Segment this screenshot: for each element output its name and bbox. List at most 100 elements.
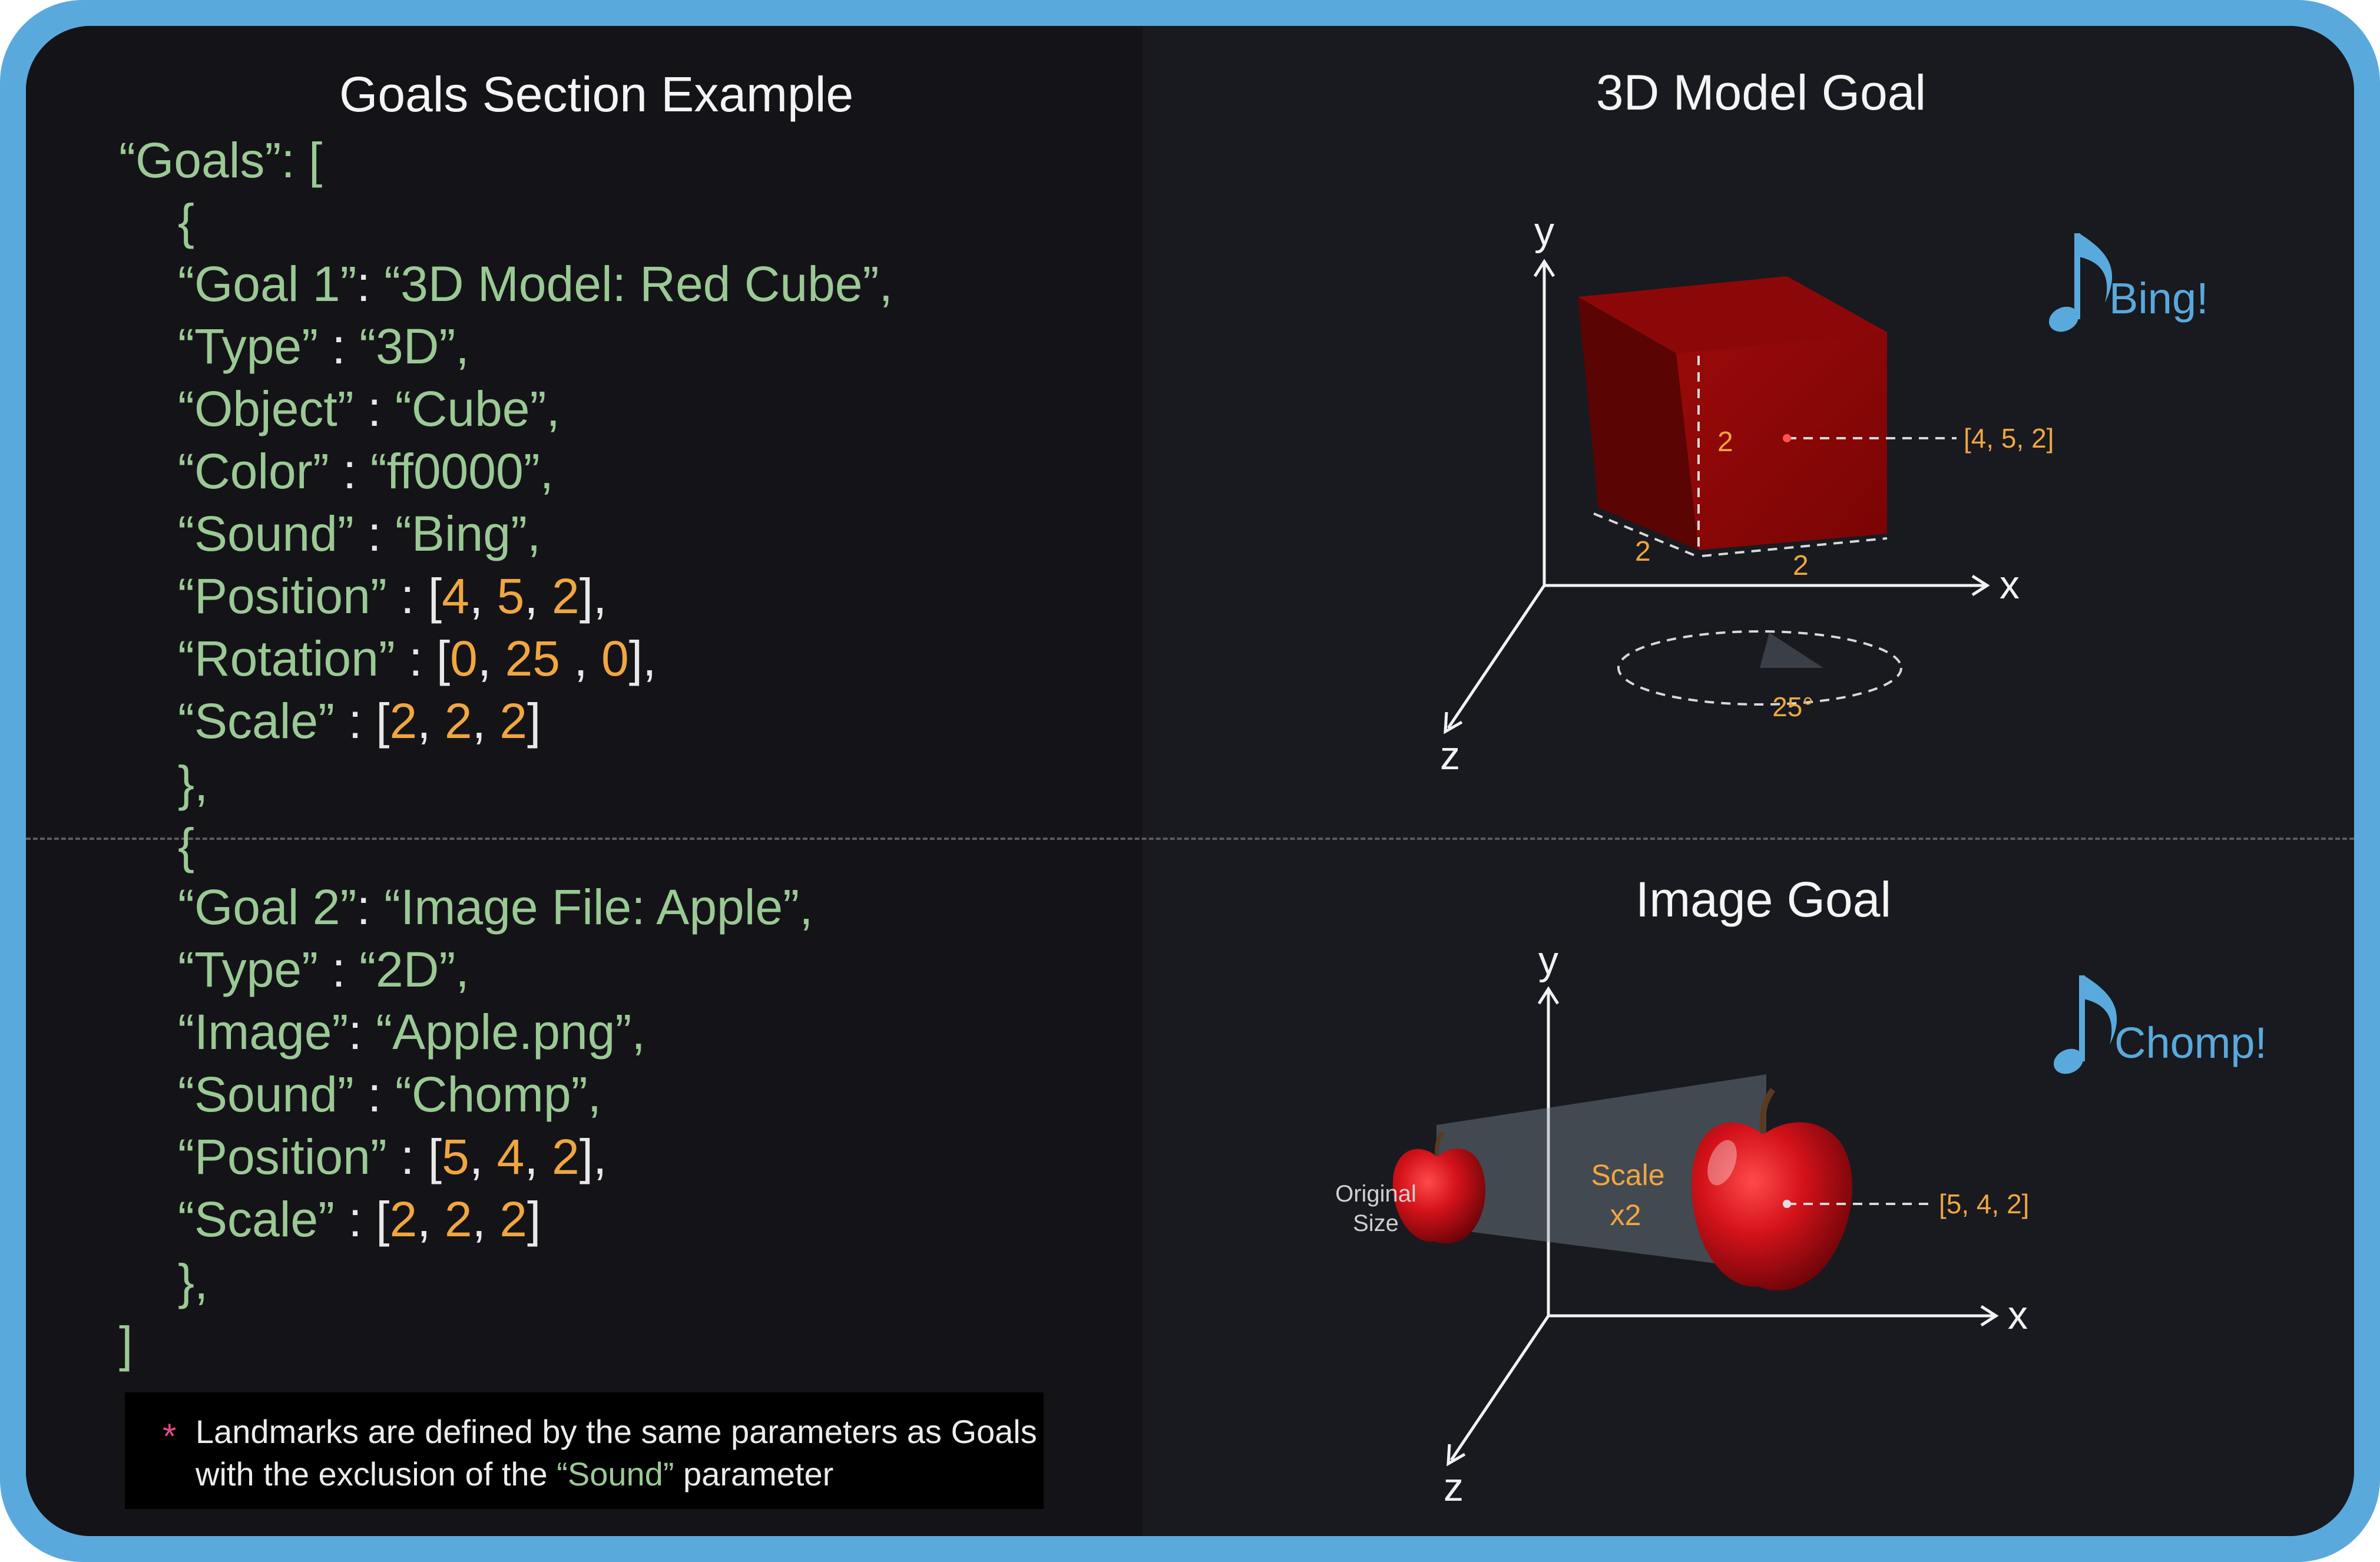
code-value: “2D”,	[359, 942, 469, 997]
code-goal2-type: “Type” : “2D”,	[178, 942, 469, 997]
scale-label-2: x2	[1610, 1199, 1641, 1232]
cube-front-face	[1676, 332, 1887, 550]
code-key: “Goal 1”	[178, 256, 357, 312]
code-open-brace-1: {	[178, 194, 195, 249]
landmarks-note: * Landmarks are defined by the same para…	[125, 1392, 1044, 1509]
code-key: “Position”	[178, 568, 387, 624]
scale-label-1: Scale	[1591, 1159, 1664, 1192]
code-goal1-scale: “Scale” : [2, 2, 2]	[178, 693, 541, 749]
code-number: 2	[499, 693, 527, 749]
code-key: “Image”	[178, 1004, 349, 1060]
code-value: “3D”,	[359, 319, 469, 374]
cube-top-face	[1578, 276, 1887, 353]
code-value: “Cube”,	[395, 381, 560, 436]
code-goal1-rotation: “Rotation” : [0, 25 , 0],	[178, 631, 657, 686]
code-key: “Goal 2”	[178, 879, 357, 935]
model-z-label: z	[1440, 733, 1460, 778]
code-number: 2	[444, 693, 472, 749]
code-open-goals: “Goals”: [	[119, 133, 323, 188]
model-y-arrow	[1533, 259, 1555, 277]
code-open-brace-2: {	[178, 818, 195, 873]
cube-position-label: [4, 5, 2]	[1964, 423, 2054, 454]
apple-position-label: [5, 4, 2]	[1939, 1189, 2029, 1219]
code-key: “Sound”	[178, 506, 354, 561]
model-axes	[1444, 259, 1990, 734]
scale-projection	[1436, 1074, 1766, 1270]
image-goal-title: Image Goal	[1636, 872, 1891, 927]
code-number: 5	[496, 568, 525, 624]
code-goal1-position: “Position” : [4, 5, 2],	[178, 568, 607, 624]
image-z-arrow	[1446, 1444, 1466, 1467]
section-divider	[26, 838, 2354, 840]
code-close-goals: ]	[119, 1316, 133, 1372]
code-number: 2	[444, 1192, 472, 1247]
apple-center-point	[1783, 1200, 1791, 1208]
code-goal1-object: “Object” : “Cube”,	[178, 381, 560, 436]
code-close-brace-1: },	[178, 756, 208, 811]
cube-left-face	[1578, 297, 1699, 550]
code-goal1-color: “Color” : “ff0000”,	[178, 444, 554, 499]
code-value: “3D Model: Red Cube”,	[384, 256, 893, 312]
code-close-brace-2: },	[178, 1254, 208, 1309]
code-number: 0	[601, 631, 629, 686]
cube-center-point	[1783, 434, 1791, 442]
sound-param-label: “Sound”	[557, 1455, 674, 1492]
code-key: “Position”	[178, 1129, 387, 1184]
asterisk-icon: *	[163, 1417, 177, 1456]
code-key: “Object”	[178, 381, 354, 436]
code-goal1-type: “Type” : “3D”,	[178, 319, 469, 374]
original-size-label-1: Original	[1335, 1181, 1416, 1207]
model-z-arrow	[1444, 711, 1463, 734]
image-y-label: y	[1538, 938, 1558, 983]
code-number: 2	[551, 1129, 580, 1184]
code-goal1-sound: “Sound” : “Bing”,	[178, 506, 541, 561]
original-size-label-2: Size	[1353, 1210, 1399, 1236]
code-number: 2	[551, 568, 580, 624]
cube-dimensions	[1593, 356, 1957, 557]
apple-icon	[1392, 1130, 1486, 1244]
apple-icon	[1692, 1088, 1853, 1291]
red-cube	[1578, 276, 1887, 550]
image-z-label: z	[1444, 1465, 1464, 1510]
code-number: 2	[389, 1192, 418, 1247]
code-number: 4	[496, 1129, 525, 1184]
note-line-2: with the exclusion of the “Sound” parame…	[196, 1455, 834, 1492]
code-goal2-scale: “Scale” : [2, 2, 2]	[178, 1192, 541, 1247]
code-number: 25	[505, 631, 561, 686]
goals-section-title: Goals Section Example	[339, 67, 854, 122]
code-number: 4	[442, 568, 469, 624]
model-x-label: x	[2000, 562, 2020, 607]
model-x-arrow	[1971, 574, 1990, 597]
image-x-arrow	[1980, 1305, 1999, 1327]
rotation-wedge	[1760, 633, 1823, 668]
code-value: “Apple.png”,	[376, 1004, 646, 1060]
rotation-ellipse	[1617, 630, 1902, 706]
image-axes	[1446, 986, 1999, 1467]
code-value: “Bing”,	[395, 506, 541, 561]
code-value: “ff0000”,	[370, 444, 554, 499]
image-y-arrow	[1537, 986, 1560, 1005]
code-goal2-sound: “Sound” : “Chomp”,	[178, 1067, 601, 1122]
code-key: “Type”	[178, 942, 319, 997]
code-number: 2	[389, 693, 418, 749]
rotation-angle-label: 25°	[1772, 691, 1813, 722]
cube-depth-label: 2	[1635, 536, 1651, 567]
model-y-label: y	[1534, 209, 1554, 254]
image-sound-label: Chomp!	[2114, 1018, 2267, 1067]
music-note-icon	[2048, 233, 2113, 332]
code-number: 0	[450, 631, 478, 686]
code-goal2-image: “Image”: “Apple.png”,	[178, 1004, 646, 1060]
code-value: “Chomp”,	[395, 1067, 601, 1122]
cube-width-label: 2	[1793, 550, 1809, 581]
cube-height-label: 2	[1717, 426, 1733, 458]
note-line-1: Landmarks are defined by the same parame…	[196, 1413, 1037, 1450]
code-key: “Sound”	[178, 1067, 354, 1122]
code-goal2-position: “Position” : [5, 4, 2],	[178, 1129, 607, 1184]
code-key: “Color”	[178, 444, 329, 499]
code-key: “Type”	[178, 319, 319, 374]
code-number: 2	[499, 1192, 527, 1247]
code-key: “Scale”	[178, 693, 335, 749]
code-goal2-name: “Goal 2”: “Image File: Apple”,	[178, 879, 813, 935]
code-goal1-name: “Goal 1”: “3D Model: Red Cube”,	[178, 256, 893, 312]
goal-diagrams: 3D Model Goal y x z 2 2 2 [4,	[1335, 65, 2267, 1510]
